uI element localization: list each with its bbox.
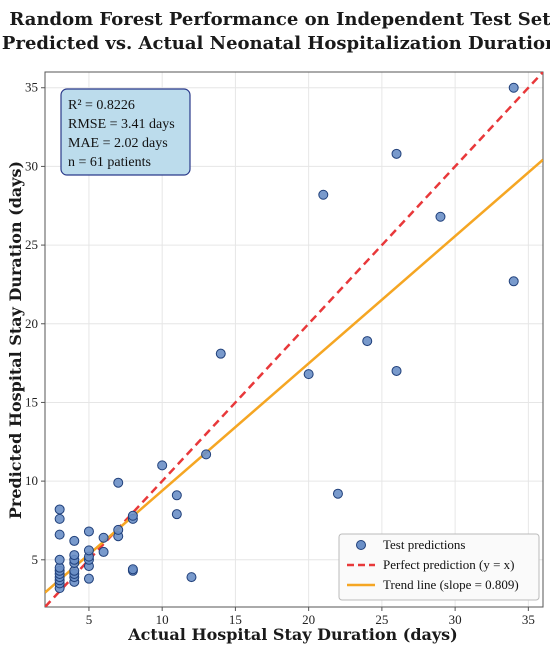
x-tick-label-5: 30 <box>449 612 462 627</box>
legend-marker-test <box>356 540 366 550</box>
x-tick-label-4: 25 <box>375 612 388 627</box>
chart-title-line-2: Predicted vs. Actual Neonatal Hospitaliz… <box>2 33 550 54</box>
y-tick-label-2: 15 <box>25 394 38 409</box>
x-tick-label-3: 20 <box>302 612 315 627</box>
stats-box: R² = 0.8226 RMSE = 3.41 days MAE = 2.02 … <box>60 88 191 176</box>
y-axis-label: Predicted Hospital Stay Duration (days) <box>6 161 25 519</box>
x-tick-label-0: 5 <box>86 612 93 627</box>
y-tick-label-3: 20 <box>25 316 38 331</box>
data-point-24 <box>83 526 94 537</box>
y-axis-ticks: 5 10 15 20 25 30 35 <box>25 80 45 567</box>
data-point-39 <box>215 348 226 359</box>
data-point-45 <box>391 148 402 159</box>
data-point-44 <box>391 365 402 376</box>
data-point-31 <box>127 564 138 575</box>
data-points <box>54 82 519 594</box>
grid <box>45 72 543 607</box>
data-point-41 <box>318 189 329 200</box>
y-tick-label-0: 5 <box>32 552 39 567</box>
stat-n: n = 61 patients <box>68 155 151 170</box>
x-tick-label-6: 35 <box>522 612 535 627</box>
legend-background <box>338 533 540 601</box>
data-point-42 <box>332 488 343 499</box>
data-point-40 <box>303 369 314 380</box>
y-tick-label-6: 35 <box>25 80 38 95</box>
legend: Test predictions Perfect prediction (y =… <box>338 533 540 601</box>
data-point-19 <box>83 573 94 584</box>
data-point-35 <box>171 509 182 520</box>
data-point-10 <box>54 504 65 515</box>
data-point-26 <box>98 532 109 543</box>
data-point-17 <box>69 550 80 561</box>
stats-box-background <box>60 88 191 176</box>
trend-line <box>45 158 543 594</box>
legend-label-test: Test predictions <box>383 537 466 552</box>
data-point-9 <box>54 513 65 524</box>
y-tick-label-5: 30 <box>25 158 38 173</box>
data-point-25 <box>98 546 109 557</box>
data-point-8 <box>54 529 65 540</box>
chart-title-line-1: Random Forest Performance on Independent… <box>9 9 550 30</box>
data-point-28 <box>113 524 124 535</box>
data-point-47 <box>508 82 519 93</box>
plot-area <box>44 71 544 608</box>
stat-r2: R² = 0.8226 <box>68 98 135 113</box>
x-tick-label-1: 10 <box>156 612 169 627</box>
stat-rmse: RMSE = 3.41 days <box>68 117 175 132</box>
data-point-34 <box>157 460 168 471</box>
legend-label-trend: Trend line (slope = 0.809) <box>383 577 519 592</box>
data-point-33 <box>127 510 138 521</box>
x-tick-label-2: 15 <box>229 612 242 627</box>
legend-label-perfect: Perfect prediction (y = x) <box>383 557 515 572</box>
data-point-18 <box>69 535 80 546</box>
stat-mae: MAE = 2.02 days <box>68 136 168 151</box>
data-point-23 <box>83 545 94 556</box>
data-point-29 <box>113 477 124 488</box>
data-point-7 <box>54 554 65 565</box>
data-point-46 <box>435 211 446 222</box>
data-point-36 <box>171 490 182 501</box>
data-point-48 <box>508 276 519 287</box>
y-tick-label-4: 25 <box>25 237 38 252</box>
data-point-38 <box>201 449 212 460</box>
x-axis-ticks: 5 10 15 20 25 30 35 <box>86 607 535 627</box>
y-tick-label-1: 10 <box>25 473 38 488</box>
data-point-43 <box>362 336 373 347</box>
data-point-37 <box>186 572 197 583</box>
x-axis-label: Actual Hospital Stay Duration (days) <box>127 625 458 644</box>
